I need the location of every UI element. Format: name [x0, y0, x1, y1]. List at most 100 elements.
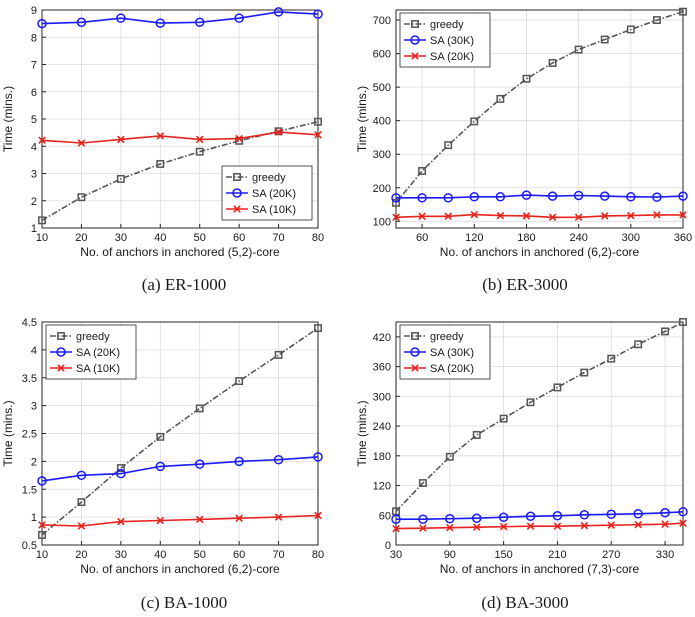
data-point	[522, 74, 531, 83]
data-point	[471, 513, 482, 523]
data-point	[195, 135, 204, 144]
legend-label: SA (30K)	[430, 347, 474, 359]
x-tick-label: 50	[194, 549, 206, 561]
data-point	[194, 459, 205, 469]
data-point	[234, 13, 244, 23]
data-point	[521, 190, 532, 200]
data-point	[548, 59, 557, 67]
legend: greedy SA (20K) SA (10K)	[221, 165, 313, 221]
data-point	[234, 456, 244, 467]
data-point	[444, 141, 453, 150]
data-point	[76, 470, 87, 481]
data-point	[472, 431, 481, 439]
y-tick-label: 1.5	[22, 484, 37, 496]
data-point	[195, 147, 204, 156]
x-tick-label: 60	[416, 232, 428, 244]
y-tick-label: 8	[31, 32, 37, 44]
series-sa-low	[38, 511, 322, 530]
y-tick-label: 200	[373, 183, 391, 195]
data-point	[599, 191, 610, 201]
data-point	[274, 513, 283, 521]
data-point	[580, 521, 589, 530]
y-tick-label: 0.5	[22, 540, 37, 552]
data-point	[392, 198, 400, 207]
series-line	[41, 131, 319, 144]
data-point	[156, 432, 165, 441]
data-point	[444, 212, 452, 221]
y-tick-label: 120	[373, 481, 391, 493]
data-point	[548, 213, 557, 222]
data-point	[574, 213, 583, 222]
y-tick-label: 500	[373, 82, 391, 94]
series-sa-high	[37, 452, 323, 486]
legend-label: greedy	[76, 331, 110, 343]
legend-label: greedy	[252, 172, 286, 184]
data-point	[391, 514, 401, 524]
data-point	[77, 139, 86, 147]
y-tick-label: 1	[31, 512, 37, 524]
data-point	[634, 520, 642, 529]
data-point	[445, 452, 454, 461]
y-tick-label: 240	[373, 421, 391, 433]
legend-marker	[411, 20, 419, 28]
x-axis-label: No. of anchors in anchored (7,3)-core	[440, 562, 640, 576]
y-tick-label: 300	[373, 149, 391, 161]
y-tick-label: 700	[373, 15, 391, 27]
data-point	[652, 16, 661, 25]
series-greedy	[392, 7, 687, 207]
legend-marker	[411, 332, 419, 340]
data-point	[38, 521, 46, 529]
caption-c: (c) BA-1000	[141, 593, 227, 612]
data-point	[573, 190, 584, 201]
data-point	[679, 7, 687, 16]
x-tick-label: 80	[312, 549, 324, 561]
y-tick-label: 6	[31, 87, 37, 99]
x-tick-label: 210	[548, 549, 566, 561]
data-point	[606, 509, 616, 520]
data-point	[274, 128, 283, 136]
y-tick-label: 4	[31, 345, 37, 357]
series-line	[41, 514, 319, 527]
legend-marker	[410, 35, 420, 45]
x-tick-label: 30	[390, 549, 402, 561]
legend: greedy SA (30K) SA (20K)	[399, 12, 491, 68]
x-tick-label: 30	[115, 549, 127, 561]
data-point	[574, 45, 583, 54]
panel-er-3000: 60 120 180 240 300 360 100 200 300 400 500 600 700 No…	[355, 7, 692, 259]
panel-er-1000: 10 20 30 40 50 60 70 80 1 2 3 4 5 6 7 8 9 No. of anchors …	[1, 5, 324, 259]
data-point	[496, 94, 505, 103]
data-point	[77, 522, 86, 530]
data-point	[446, 523, 454, 532]
data-point	[661, 520, 669, 528]
data-point	[38, 136, 46, 145]
legend-label: SA (20K)	[252, 188, 296, 200]
data-point	[495, 192, 506, 202]
series-sa-low	[392, 210, 687, 222]
data-point	[314, 324, 322, 333]
data-point	[445, 513, 455, 524]
legend-marker	[411, 52, 419, 60]
data-point	[498, 512, 509, 522]
data-point	[419, 524, 427, 532]
legend-marker	[56, 347, 66, 357]
data-point	[194, 17, 205, 28]
y-tick-label: 3	[31, 401, 37, 413]
data-point	[526, 398, 535, 407]
y-tick-label: 2	[31, 456, 37, 468]
data-point	[580, 368, 589, 377]
legend-label: SA (20K)	[430, 51, 474, 63]
y-tick-label: 2.5	[22, 429, 37, 441]
x-tick-label: 180	[517, 232, 535, 244]
x-tick-label: 20	[75, 549, 87, 561]
data-point	[235, 514, 243, 523]
data-point	[525, 511, 536, 522]
data-point	[391, 193, 401, 203]
legend-marker	[57, 364, 65, 372]
caption-a: (a) ER-1000	[142, 275, 227, 294]
data-point	[418, 212, 426, 221]
data-point	[77, 498, 86, 507]
data-point	[314, 131, 322, 139]
x-tick-label: 10	[36, 232, 48, 244]
data-point	[156, 516, 165, 525]
data-point	[470, 117, 479, 126]
